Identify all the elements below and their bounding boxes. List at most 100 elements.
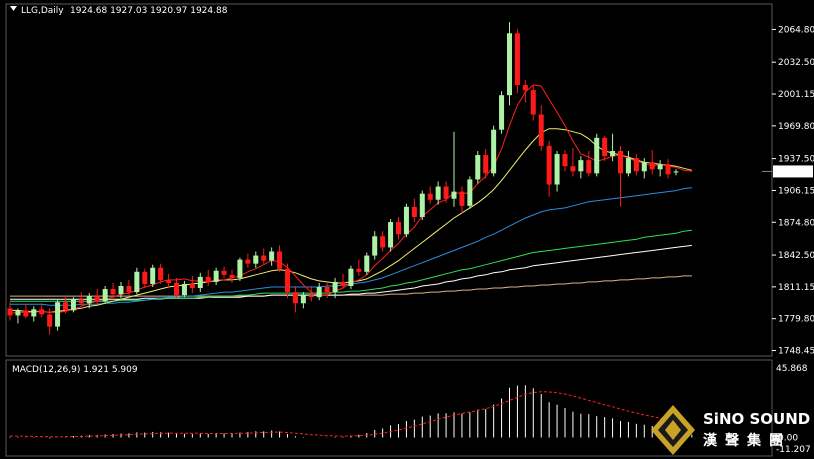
candle-body — [158, 267, 164, 280]
candle — [514, 29, 520, 94]
symbol-timeframe: LLG,Daily — [21, 6, 64, 16]
candle-body — [63, 302, 68, 311]
candle — [134, 267, 140, 295]
candle — [491, 125, 497, 177]
candle-body — [586, 160, 592, 174]
menu-triangle-icon[interactable] — [10, 6, 17, 11]
candle-body — [308, 295, 314, 298]
candle-body — [253, 255, 259, 264]
candle — [70, 297, 76, 313]
candle-body — [499, 95, 505, 130]
candle — [475, 151, 481, 184]
candle — [229, 269, 235, 283]
candle — [610, 133, 616, 162]
candle-body — [475, 155, 481, 180]
candle-body — [300, 295, 306, 304]
moving-average-white — [10, 244, 692, 300]
candle-body — [602, 137, 608, 157]
candle — [166, 273, 172, 289]
candle-body — [530, 90, 536, 115]
candle — [221, 266, 227, 278]
candle — [118, 281, 124, 299]
candle — [86, 293, 92, 309]
current-price-box — [773, 165, 813, 178]
candle — [308, 286, 314, 302]
candle — [245, 253, 251, 268]
candle — [253, 251, 259, 268]
candle — [15, 308, 21, 324]
candle-body — [649, 162, 655, 170]
candle — [625, 151, 631, 177]
current-price-label: 1924.88 — [776, 167, 813, 177]
y-tick-label: 1937.50 — [778, 155, 814, 165]
candle-body — [269, 251, 275, 261]
candle-body — [388, 222, 394, 248]
candle — [55, 300, 61, 331]
candle — [499, 91, 505, 134]
candle-body — [618, 151, 623, 174]
candle — [419, 190, 425, 221]
candle-body — [118, 286, 124, 295]
candle — [300, 292, 306, 309]
candle-body — [142, 271, 148, 284]
candle-body — [459, 191, 465, 206]
candle-body — [55, 302, 61, 327]
candle — [538, 105, 544, 152]
candle-body — [70, 299, 76, 311]
candle-body — [102, 289, 108, 302]
candle — [451, 131, 457, 207]
candle-body — [23, 310, 29, 317]
candle — [197, 272, 203, 293]
candle-body — [538, 114, 544, 146]
candle — [459, 186, 465, 213]
candle — [110, 282, 116, 298]
candle — [578, 156, 584, 179]
candle-body — [86, 296, 92, 304]
candle — [364, 252, 370, 275]
candle-body — [134, 271, 140, 293]
candle — [403, 203, 409, 238]
candle — [63, 296, 68, 314]
candle-body — [277, 251, 283, 269]
moving-average-green — [10, 229, 692, 302]
candle — [586, 151, 592, 177]
candle-body — [396, 222, 401, 235]
candle — [47, 308, 53, 335]
candle-body — [594, 137, 600, 174]
logo-wordmark: SiNO SOUND — [703, 410, 810, 428]
candle-body — [411, 206, 417, 217]
candle-body — [316, 287, 322, 298]
macd-axis-mid: 0.00 — [778, 434, 798, 444]
candle — [443, 181, 449, 203]
candle — [665, 159, 671, 179]
candle-body — [150, 267, 156, 284]
candle — [340, 273, 346, 289]
y-tick-label: 1748.45 — [778, 346, 814, 356]
candle-body — [451, 191, 457, 199]
candle-body — [483, 155, 489, 174]
moving-average-tan — [10, 275, 692, 297]
candle — [269, 247, 275, 266]
candle — [411, 198, 417, 223]
y-tick-label: 1874.80 — [778, 218, 814, 228]
macd-signal-line — [9, 391, 693, 438]
macd-label: MACD(12,26,9) 1.921 5.909 — [12, 365, 138, 375]
candle — [554, 151, 560, 192]
candle — [435, 181, 441, 205]
candle-body — [31, 309, 37, 317]
candle-body — [673, 171, 679, 173]
candle-body — [39, 309, 45, 315]
candle — [356, 259, 362, 276]
candle — [277, 245, 283, 272]
candle-body — [221, 270, 227, 275]
candle-body — [570, 166, 576, 172]
candle-body — [665, 164, 671, 175]
candle — [594, 133, 600, 177]
candle — [94, 289, 100, 305]
candle-body — [522, 85, 528, 91]
candle-body — [110, 289, 116, 295]
candle-body — [491, 129, 497, 174]
main-pane-frame — [5, 3, 773, 357]
candle — [522, 79, 528, 103]
